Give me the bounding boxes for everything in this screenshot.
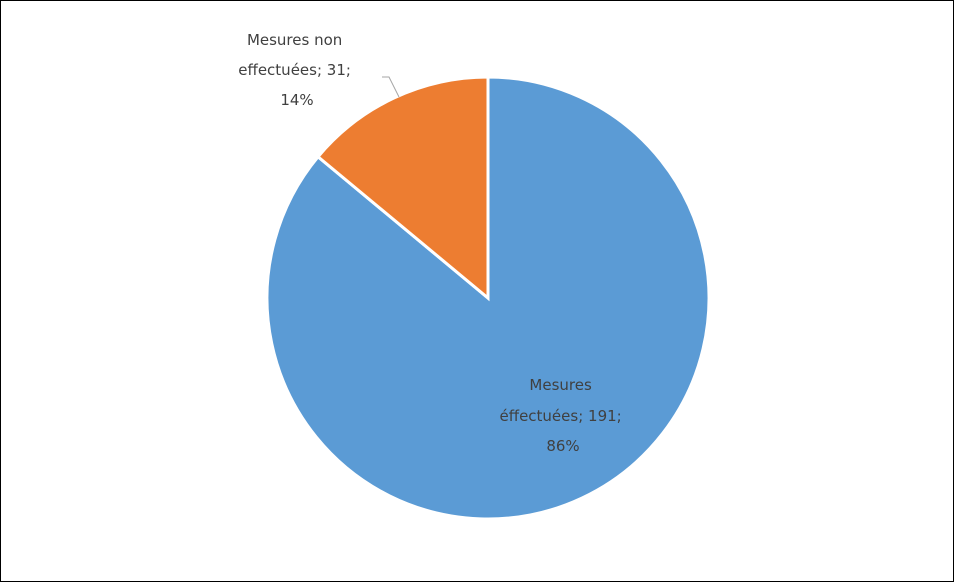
label-line: effectuées; 31;: [238, 61, 351, 79]
label-line: éffectuées; 191;: [500, 407, 622, 425]
leader-line: [382, 76, 400, 98]
label-line: 14%: [280, 91, 313, 109]
data-label-effectuees: Mesures éffectuées; 191; 86%: [500, 376, 627, 455]
pie-slices: [265, 75, 711, 521]
pie-slice-mesures-non-effectuees: [315, 75, 490, 302]
label-line: Mesures non: [247, 31, 342, 49]
label-line: Mesures: [529, 376, 592, 394]
data-label-non-effectuees: Mesures non effectuées; 31; 14%: [238, 31, 355, 109]
label-line: 86%: [546, 437, 579, 455]
